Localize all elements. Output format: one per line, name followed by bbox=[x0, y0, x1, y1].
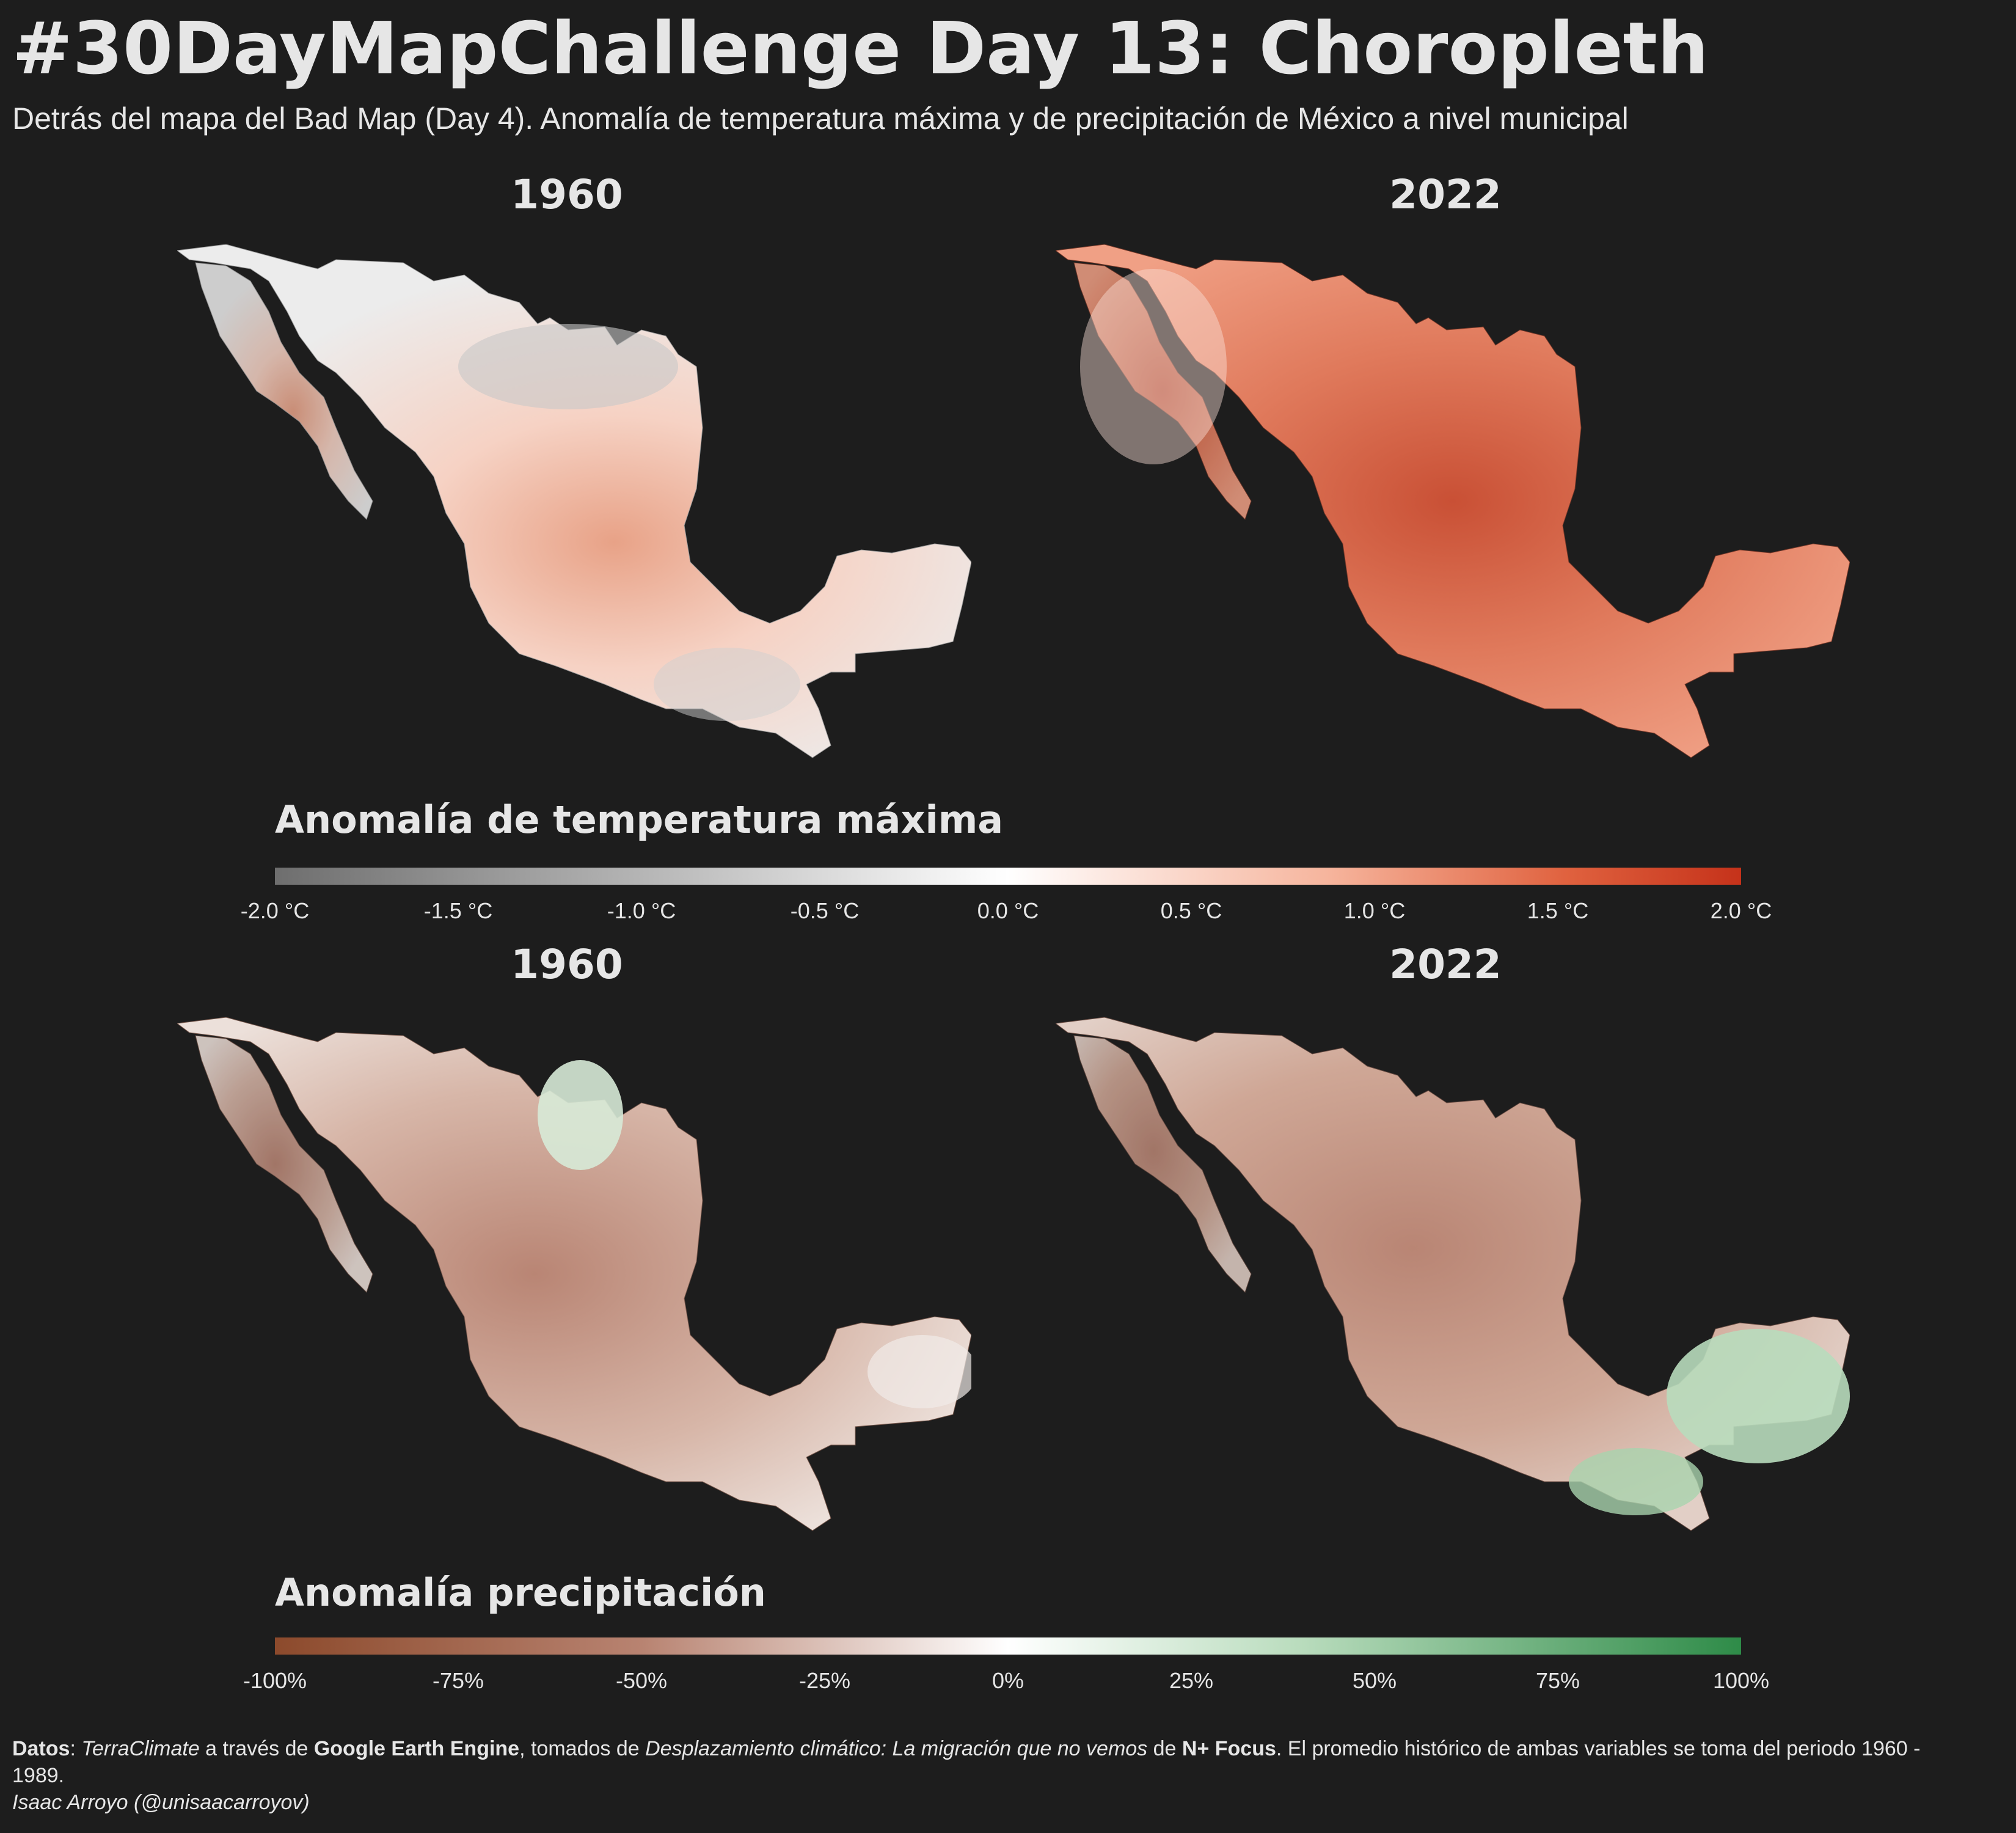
prec-tick: 50% bbox=[1352, 1668, 1397, 1693]
prec-tick: -25% bbox=[798, 1668, 851, 1693]
page-title: #30DayMapChallenge Day 13: Choropleth bbox=[12, 6, 1709, 90]
temp-panel-1960-year: 1960 bbox=[511, 171, 623, 218]
temp-2022-map bbox=[1056, 244, 1850, 770]
temp-tick: 2.0 °C bbox=[1710, 898, 1772, 923]
footer-publisher: N+ Focus bbox=[1181, 1737, 1276, 1760]
temp-tick: 1.0 °C bbox=[1343, 898, 1406, 923]
prec-2022-map bbox=[1056, 1017, 1850, 1543]
footer-platform: Google Earth Engine bbox=[313, 1737, 520, 1760]
page-subtitle: Detrás del mapa del Bad Map (Day 4). Ano… bbox=[12, 101, 1629, 136]
prec-panel-2022-year: 2022 bbox=[1389, 941, 1502, 988]
prec-panel-1960-year: 1960 bbox=[511, 941, 623, 988]
prec-tick: -100% bbox=[243, 1668, 307, 1693]
footer-sep: : bbox=[70, 1737, 82, 1760]
prec-legend-title: Anomalía precipitación bbox=[275, 1570, 766, 1615]
footer-of: de bbox=[1147, 1737, 1182, 1760]
footer-via: a través de bbox=[199, 1737, 314, 1760]
footer-note: . El promedio histórico de ambas variabl… bbox=[12, 1737, 1921, 1787]
temp-1960-map bbox=[177, 244, 971, 770]
prec-1960-map bbox=[177, 1017, 971, 1543]
temp-legend-ticks: -2.0 °C -1.5 °C -1.0 °C -0.5 °C 0.0 °C 0… bbox=[241, 898, 1772, 929]
prec-tick: -50% bbox=[615, 1668, 668, 1693]
footer-data-source: Datos: TerraClimate a través de Google E… bbox=[12, 1735, 1967, 1789]
prec-legend-ticks: -100% -75% -50% -25% 0% 25% 50% 75% 100% bbox=[243, 1668, 1769, 1699]
temp-tick: -0.5 °C bbox=[790, 898, 860, 923]
prec-tick: 25% bbox=[1169, 1668, 1214, 1693]
prec-tick: -75% bbox=[432, 1668, 484, 1693]
temp-tick: -1.0 °C bbox=[607, 898, 676, 923]
prec-tick: 0% bbox=[992, 1668, 1024, 1693]
prec-tick: 100% bbox=[1712, 1668, 1770, 1693]
footer-article: Desplazamiento climático: La migración q… bbox=[645, 1737, 1148, 1760]
prec-legend-colorbar bbox=[275, 1637, 1741, 1655]
temp-tick: -1.5 °C bbox=[423, 898, 493, 923]
temp-tick: 0.5 °C bbox=[1160, 898, 1222, 923]
temp-panel-2022-year: 2022 bbox=[1389, 171, 1502, 218]
footer-taken: , tomados de bbox=[519, 1737, 646, 1760]
prec-tick: 75% bbox=[1535, 1668, 1580, 1693]
footer-source: TerraClimate bbox=[81, 1737, 200, 1760]
footer-credits: Datos: TerraClimate a través de Google E… bbox=[12, 1735, 1967, 1816]
temp-tick: 0.0 °C bbox=[977, 898, 1039, 923]
footer-author: Isaac Arroyo (@unisaacarroyov) bbox=[12, 1791, 310, 1814]
temp-tick: -2.0 °C bbox=[240, 898, 310, 923]
temp-legend-colorbar bbox=[275, 868, 1741, 885]
temp-tick: 1.5 °C bbox=[1527, 898, 1589, 923]
temp-legend-title: Anomalía de temperatura máxima bbox=[275, 797, 1004, 842]
footer-datos-label: Datos bbox=[12, 1737, 70, 1760]
